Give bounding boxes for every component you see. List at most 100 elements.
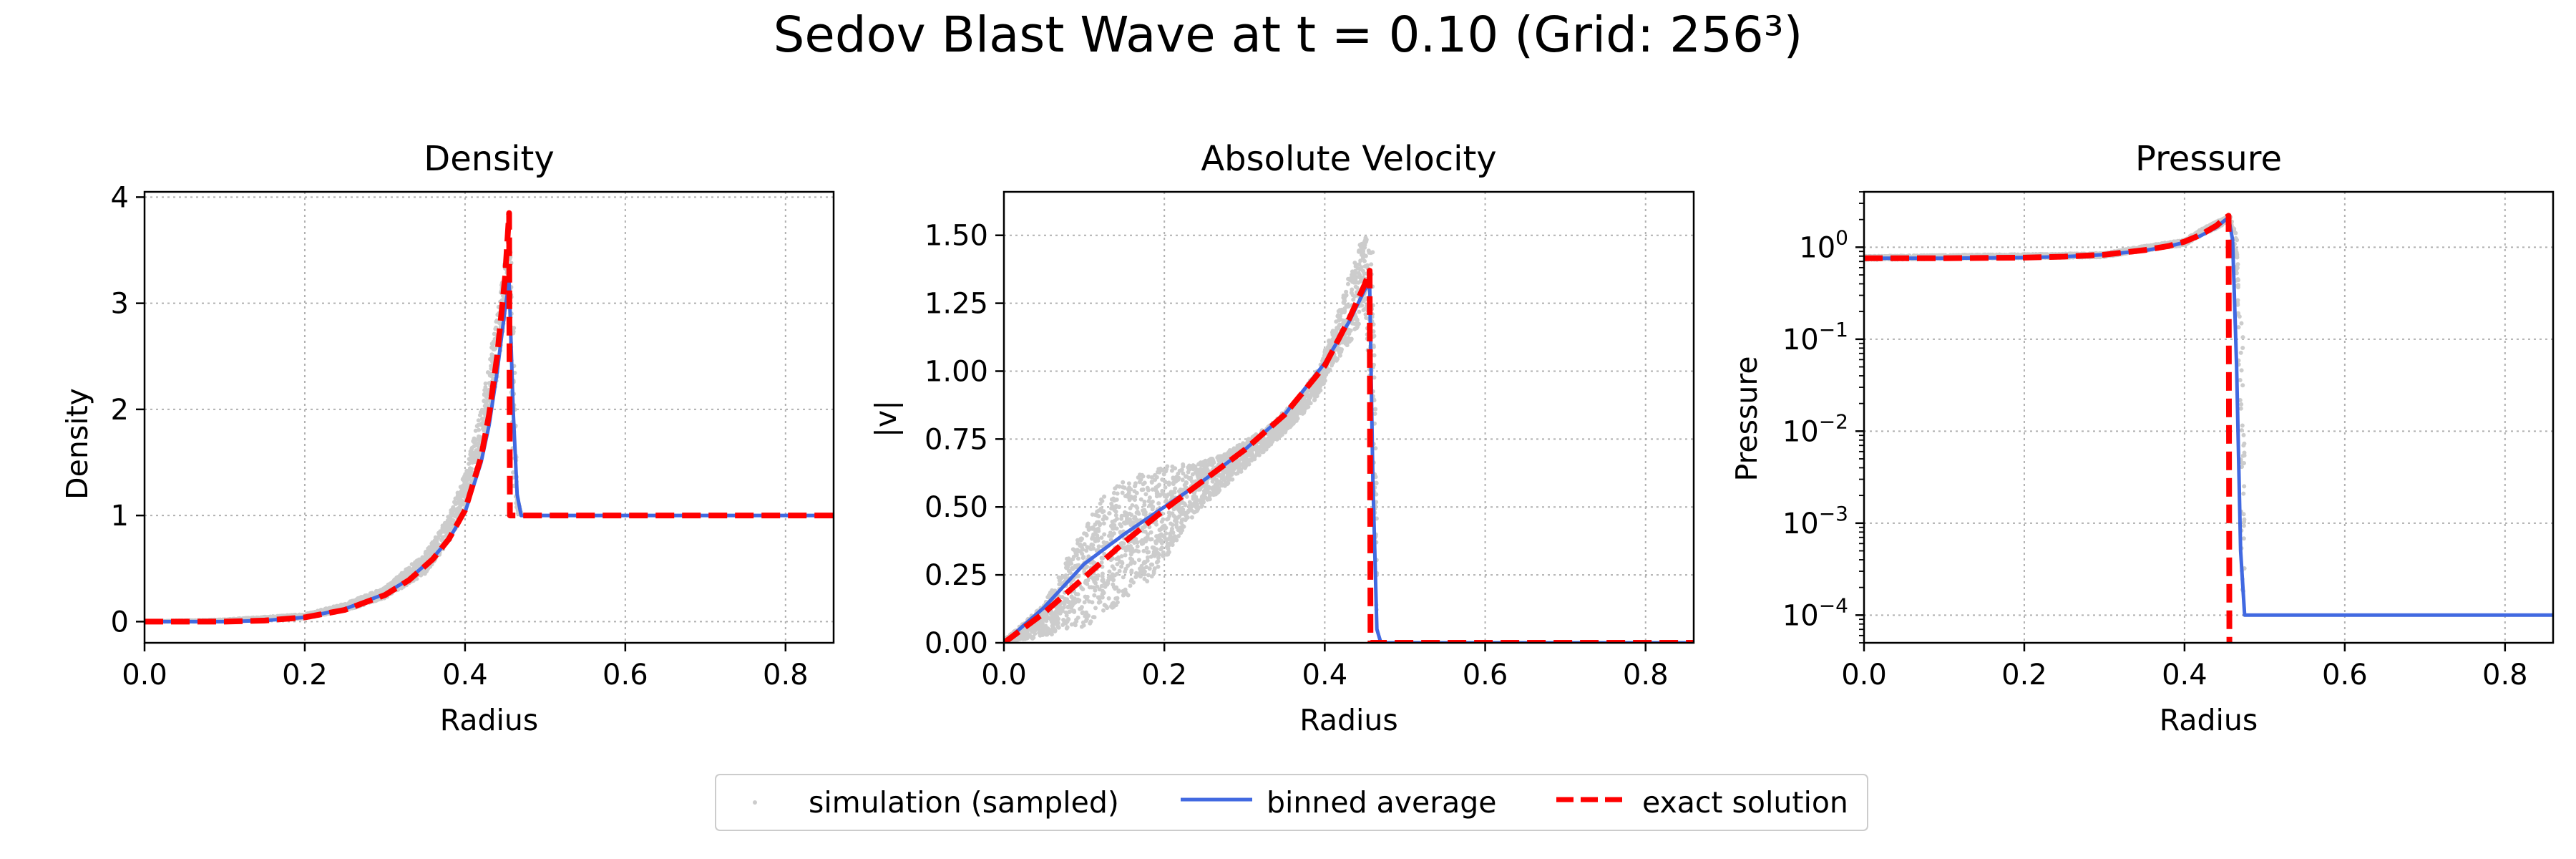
simulation-point: [1061, 574, 1066, 579]
simulation-point: [457, 508, 462, 513]
simulation-point: [1101, 509, 1106, 514]
simulation-point: [1302, 410, 1307, 415]
simulation-point: [452, 500, 457, 505]
simulation-point: [1070, 608, 1075, 613]
simulation-point: [1372, 334, 1377, 339]
simulation-point: [1345, 304, 1350, 309]
simulation-point: [1132, 516, 1136, 521]
simulation-point: [468, 449, 473, 454]
simulation-point: [464, 468, 469, 473]
simulation-point: [1126, 481, 1131, 486]
simulation-point: [489, 367, 494, 371]
simulation-point: [1080, 587, 1085, 592]
simulation-point: [1113, 505, 1118, 510]
simulation-point: [1123, 553, 1128, 558]
simulation-point: [1360, 253, 1365, 258]
simulation-point: [1353, 284, 1358, 289]
simulation-point: [1096, 544, 1101, 549]
simulation-point: [1314, 394, 1319, 399]
exact-solution-line-density: [145, 210, 834, 625]
simulation-point: [1142, 500, 1147, 504]
simulation-point: [1167, 513, 1172, 518]
simulation-point: [1120, 490, 1125, 495]
simulation-point: [1119, 564, 1124, 569]
simulation-point: [1151, 571, 1156, 576]
y-tick-label-density: 1: [111, 500, 129, 533]
simulation-point: [1276, 436, 1281, 441]
simulation-point: [1040, 611, 1045, 616]
simulation-point: [1163, 531, 1169, 536]
simulation-point: [1138, 472, 1142, 477]
simulation-point: [441, 527, 447, 532]
simulation-point: [1069, 622, 1074, 627]
simulation-point: [1130, 503, 1135, 508]
simulation-point: [1082, 531, 1087, 536]
simulation-point: [1166, 546, 1171, 551]
simulation-point: [1157, 528, 1162, 533]
simulation-point: [458, 495, 463, 500]
simulation-point: [475, 441, 480, 446]
simulation-point: [1350, 269, 1355, 274]
simulation-point: [1142, 503, 1147, 508]
simulation-point: [1221, 471, 1226, 476]
simulation-point: [1119, 516, 1124, 521]
simulation-point: [1111, 531, 1116, 536]
simulation-point: [1104, 516, 1109, 520]
simulation-point: [1334, 328, 1339, 333]
simulation-point: [1179, 518, 1184, 523]
panel-density: Density Radius Density 0.0 0.2 0.4 0.6 0.801…: [60, 139, 835, 737]
simulation-point: [1102, 494, 1107, 499]
simulation-point: [1092, 593, 1097, 598]
simulation-point: [1156, 501, 1161, 506]
simulation-point: [1132, 540, 1137, 545]
simulation-point: [1117, 484, 1122, 489]
simulation-point: [1117, 505, 1121, 510]
simulation-point: [1210, 479, 1215, 484]
simulation-point: [1099, 583, 1104, 588]
simulation-point: [1066, 617, 1071, 622]
simulation-point: [476, 418, 481, 423]
simulation-point: [1082, 600, 1087, 605]
simulation-point: [1082, 569, 1087, 574]
simulation-point: [1163, 499, 1168, 504]
simulation-point: [1165, 464, 1170, 469]
simulation-point: [1115, 600, 1120, 605]
simulation-point: [1108, 538, 1113, 543]
simulation-point: [1189, 515, 1194, 520]
simulation-point: [1126, 593, 1131, 598]
simulation-point: [1268, 437, 1273, 442]
axes-frame-density: [143, 190, 835, 644]
simulation-point: [1183, 518, 1188, 523]
simulation-point: [1147, 566, 1152, 571]
simulation-point: [364, 594, 369, 599]
simulation-point: [1093, 588, 1098, 593]
simulation-point: [1121, 593, 1126, 598]
simulation-point: [1170, 523, 1175, 528]
simulation-point: [1140, 540, 1145, 545]
simulation-point: [1169, 468, 1174, 473]
simulation-point: [1146, 474, 1151, 479]
simulation-point: [1090, 512, 1095, 517]
simulation-point: [1061, 605, 1066, 610]
x-tick-label-density: 0.8: [763, 659, 809, 691]
simulation-point: [1126, 563, 1131, 568]
plot-area-velocity: 0.0 0.2 0.4 0.6 0.80.000.250.500.751.001.251…: [924, 190, 1695, 691]
simulation-point: [1100, 574, 1105, 579]
simulation-point: [1141, 566, 1146, 571]
simulation-point: [1084, 565, 1088, 570]
simulation-point: [1161, 472, 1166, 477]
simulation-point: [1073, 548, 1078, 553]
simulation-point: [1148, 530, 1153, 535]
simulation-point: [1117, 568, 1122, 573]
simulation-point: [1187, 500, 1192, 505]
simulation-point: [446, 520, 451, 525]
simulation-point: [1201, 491, 1206, 496]
simulation-point: [1166, 543, 1171, 548]
simulation-point: [1115, 491, 1120, 496]
simulation-point: [396, 575, 401, 580]
simulation-point: [1216, 472, 1221, 477]
simulation-point: [1152, 566, 1157, 571]
simulation-point: [1336, 349, 1341, 353]
y-tick-label-density: 3: [111, 288, 129, 321]
simulation-point: [1138, 477, 1143, 482]
